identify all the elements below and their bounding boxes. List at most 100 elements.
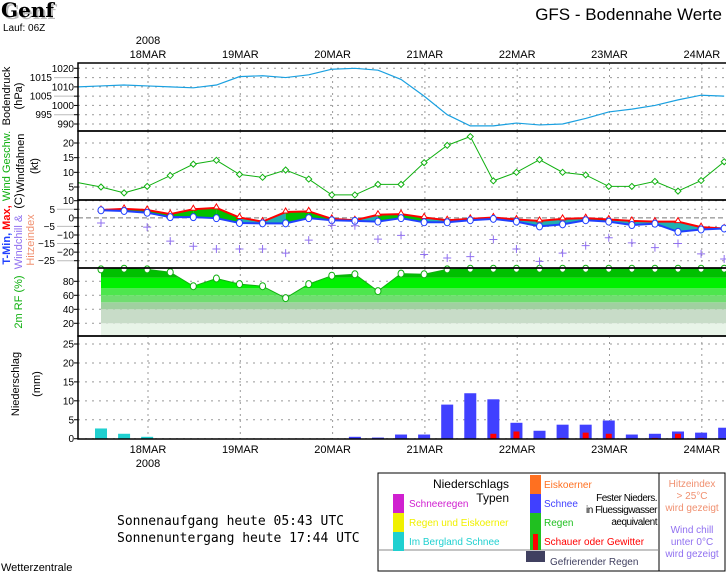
tmax-point <box>558 213 567 221</box>
tmin-point <box>536 222 544 231</box>
wind-point <box>120 189 128 197</box>
panel-border <box>77 335 726 440</box>
y-tick-label: 1020 <box>52 64 75 75</box>
rh-band <box>101 323 726 338</box>
wind-point <box>720 158 726 166</box>
tmin-point <box>282 219 290 228</box>
humidity-axis-label: 2m RF (%) <box>13 275 25 328</box>
rh-point <box>420 270 428 279</box>
y-tick-label: 0 <box>68 213 74 224</box>
y-tick-label: 25 <box>63 340 75 351</box>
wind-point <box>97 183 105 191</box>
precip-bar <box>348 436 361 439</box>
top-day-labels: 18MAR 19MAR 20MAR 21MAR 22MAR 23MAR 24MAR <box>130 49 721 61</box>
windchill-point <box>143 223 152 232</box>
bottom-day-label: 18MAR <box>130 444 167 456</box>
station-name: Genf <box>1 0 55 22</box>
windchill-point <box>420 250 429 259</box>
precip-bar <box>141 436 154 439</box>
wind-point <box>489 177 498 185</box>
windchill-point <box>350 221 359 230</box>
precip-bar <box>648 433 661 439</box>
windchill-point <box>281 249 290 258</box>
wind-point <box>697 176 705 185</box>
temp-unit-label: (C) <box>13 193 25 208</box>
rh-point <box>212 274 220 283</box>
y-tick-label: −5 <box>44 222 56 233</box>
rh-point <box>328 271 336 280</box>
y-tick-label: −10 <box>57 230 74 241</box>
y-tick-label: 60 <box>63 291 75 302</box>
tmin-point <box>259 219 267 228</box>
y-tick-label: 990 <box>57 120 74 131</box>
precip-bar <box>487 399 500 439</box>
sunrise-text: Sonnenaufgang heute 05:43 UTC <box>117 514 344 529</box>
precip-axis-label: Niederschlag <box>10 352 22 416</box>
rh-band <box>101 309 726 324</box>
plot-panels: 18MAR 19MAR 20MAR 21MAR 22MAR 23MAR 24MAR10201… <box>1 62 726 456</box>
windchill-axis-label: Windchill & <box>13 214 25 269</box>
windchill-point <box>327 221 336 230</box>
temp-label-part: T-Min, <box>1 233 13 265</box>
y-tick-label: 5 <box>68 183 74 194</box>
windchill-point <box>697 249 706 258</box>
wind-point <box>420 158 428 167</box>
y-tick-label: 20 <box>63 358 75 369</box>
precip-bar <box>490 433 497 439</box>
windchill-note: Wind chill <box>671 525 714 536</box>
windchill-point <box>512 245 521 254</box>
rh-band <box>101 295 726 303</box>
tmin-line <box>100 209 725 233</box>
wind-point <box>212 156 221 165</box>
tmin-point <box>420 218 428 227</box>
legend-label: Eiskoerner <box>544 480 592 491</box>
tmax-point <box>374 209 382 217</box>
legend-label: Regen und Eiskoerner <box>409 518 509 529</box>
y-tick-label: 15 <box>63 377 75 388</box>
freezing-rain-label: Gefrierender Regen <box>550 557 638 568</box>
tmax-point <box>674 216 682 224</box>
tmin-point <box>120 206 128 215</box>
legend-swatch <box>393 494 404 513</box>
freezing-rain-swatch <box>526 551 545 562</box>
legend-swatch <box>530 494 541 513</box>
wind-point <box>605 182 613 191</box>
wind-point <box>512 168 521 177</box>
y-tick-label: 5 <box>49 205 55 216</box>
windchill-point <box>604 233 613 242</box>
temp-range-fill <box>377 214 402 222</box>
precip-bar <box>395 434 408 439</box>
top-year-label: 2008 <box>136 35 160 47</box>
precip-bar <box>464 393 477 439</box>
hitzeindex-note: wird gezeigt <box>664 503 719 514</box>
tmin-point <box>397 214 405 223</box>
precip-bar <box>675 433 681 439</box>
rh-point <box>97 265 105 274</box>
tmax-line <box>100 206 725 230</box>
wind-point <box>166 171 174 180</box>
wind-point <box>581 171 590 179</box>
tmax-point <box>212 202 221 210</box>
wind-barbs-label: Windfahnen <box>15 134 27 193</box>
tmin-point <box>235 218 243 227</box>
precip-bar <box>371 437 384 439</box>
precip-bar <box>556 424 569 439</box>
rh-point <box>189 282 197 291</box>
rh-point <box>305 280 313 289</box>
precip-bar <box>582 432 589 439</box>
y-tick-label: −25 <box>38 256 55 267</box>
legend-swatch <box>530 513 541 532</box>
wind-axis-label: Wind Geschw. <box>1 131 13 201</box>
tmin-point <box>189 213 197 222</box>
bottom-day-label: 23MAR <box>591 444 628 456</box>
windchill-point <box>212 245 221 254</box>
pressure-line <box>77 67 725 127</box>
wind-point <box>351 191 359 199</box>
wind-point <box>443 141 451 150</box>
y-tick-label: −20 <box>57 248 74 259</box>
windchill-point <box>166 237 175 246</box>
windchill-point <box>397 231 406 240</box>
top-day-label: 24MAR <box>683 49 720 61</box>
windchill-point <box>650 243 659 252</box>
